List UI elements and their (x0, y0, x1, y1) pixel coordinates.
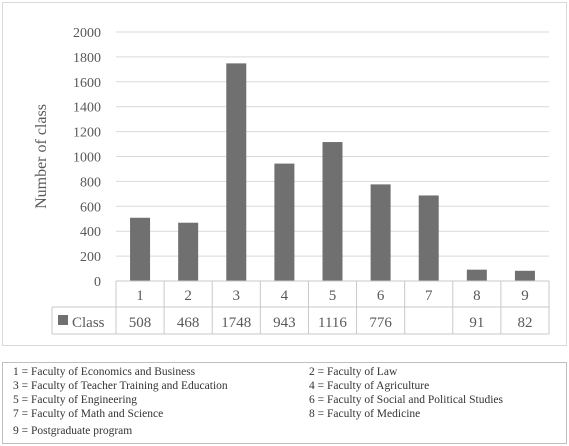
key-item-9: 9 = Postgraduate program (13, 425, 132, 438)
y-tick-label: 1600 (73, 76, 101, 91)
y-tick-label: 800 (80, 175, 101, 190)
y-tick-label: 0 (94, 275, 101, 290)
bar (371, 184, 391, 281)
data-label: 776 (369, 315, 392, 331)
key-item-2: 2 = Faculty of Law (309, 366, 397, 379)
category-label: 5 (329, 288, 337, 304)
y-tick-label: 1400 (73, 101, 101, 116)
data-label: 468 (177, 315, 200, 331)
key-item-4: 4 = Faculty of Agriculture (309, 380, 429, 393)
y-tick-label: 600 (80, 200, 101, 215)
category-label: 7 (425, 288, 433, 304)
key-item-1: 1 = Faculty of Economics and Business (13, 366, 195, 379)
bar (419, 195, 439, 281)
bar-chart: 0 200 400 600 800 1000 1200 1400 1600 1800 2000 Nu… (0, 0, 569, 350)
data-label: 1116 (318, 315, 347, 331)
key-item-3: 3 = Faculty of Teacher Training and Educ… (13, 380, 228, 393)
key-item-8: 8 = Faculty of Medicine (309, 408, 420, 421)
legend-label: Class (72, 315, 105, 331)
bars (130, 63, 535, 281)
key-item-6: 6 = Faculty of Social and Political Stud… (309, 394, 503, 407)
y-tick-label: 1000 (73, 151, 101, 166)
y-tick-label: 400 (80, 225, 101, 240)
bar (130, 218, 150, 281)
bar (226, 63, 246, 281)
category-label: 1 (136, 288, 144, 304)
data-label: 91 (469, 315, 484, 331)
data-label: 943 (273, 315, 296, 331)
category-label: 3 (233, 288, 241, 304)
bar (178, 223, 198, 281)
bar (515, 271, 535, 281)
category-label: 4 (281, 288, 289, 304)
category-label: 8 (473, 288, 481, 304)
data-label: 82 (517, 315, 532, 331)
category-label: 6 (377, 288, 385, 304)
legend-swatch (58, 315, 68, 325)
y-tick-label: 1800 (73, 51, 101, 66)
category-label: 9 (521, 288, 529, 304)
y-tick-label: 1200 (73, 126, 101, 141)
y-axis-ticks: 0 200 400 600 800 1000 1200 1400 1600 1800 2000 (73, 26, 101, 290)
bar (467, 270, 487, 281)
bar (323, 142, 343, 281)
y-axis-label: Number of class (33, 104, 50, 209)
category-key: 1 = Faculty of Economics and Business 2 … (2, 362, 567, 444)
data-label: 508 (129, 315, 152, 331)
category-label: 2 (184, 288, 192, 304)
key-item-7: 7 = Faculty of Math and Science (13, 408, 163, 421)
data-table: 1 2 3 4 5 6 7 8 9 508 468 1748 943 1116 776 91 82 Class (52, 281, 549, 334)
key-item-5: 5 = Faculty of Engineering (13, 394, 137, 407)
y-tick-label: 2000 (73, 26, 101, 41)
y-tick-label: 200 (80, 250, 101, 265)
bar (274, 164, 294, 281)
data-label: 1748 (221, 315, 251, 331)
